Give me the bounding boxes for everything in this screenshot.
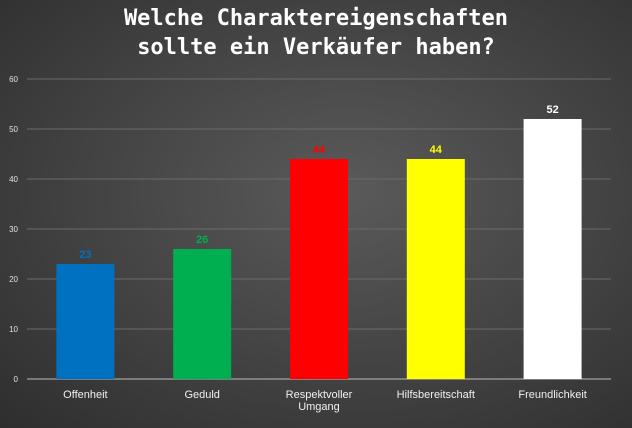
x-tick-label: Offenheit [63,389,107,401]
y-tick-label: 50 [9,125,18,134]
x-tick-label: Umgang [298,401,340,413]
data-label: 44 [313,144,326,156]
data-label: 23 [79,249,91,261]
data-label: 26 [196,234,208,246]
x-tick-label: Freundlichkeit [518,389,586,401]
y-tick-label: 60 [9,75,18,84]
y-tick-label: 20 [9,275,18,284]
chart-title-line-2: sollte ein Verkäufer haben? [137,35,495,60]
data-label: 44 [430,144,443,156]
data-label: 52 [546,104,558,116]
bar-freundlichkeit [523,119,582,379]
y-tick-label: 0 [14,375,19,384]
x-tick-label: Hilfsbereitschaft [397,389,475,401]
chart-title-line-1: Welche Charaktereigenschaften [123,6,509,31]
chart-title: Welche Charaktereigenschaften sollte ein… [0,4,632,62]
y-tick-label: 30 [9,225,18,234]
bar-geduld [173,249,232,379]
bar-offenheit [56,264,115,379]
x-tick-label: Respektvoller [286,389,353,401]
y-tick-label: 10 [9,325,18,334]
y-tick-label: 40 [9,175,18,184]
bar-respektvoller-umgang [290,159,348,379]
bar-hilfsbereitschaft [406,159,465,379]
x-tick-label: Geduld [184,389,219,401]
